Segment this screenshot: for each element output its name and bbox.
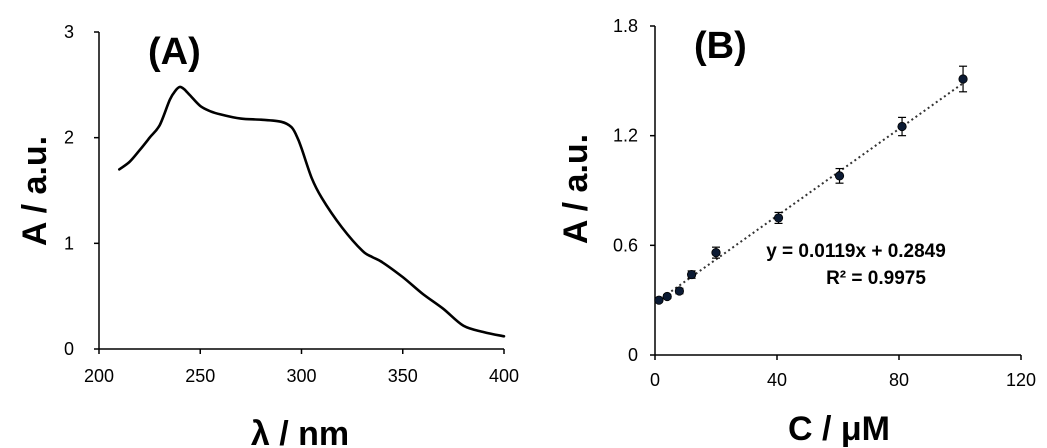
panel-b-trendline: [654, 82, 964, 304]
panel-b-equation: y = 0.0119x + 0.2849: [766, 241, 946, 262]
panel-b-data-point: [654, 295, 664, 305]
panel-a-spectrum-line: [118, 85, 506, 338]
panel-b-x-tick-label: 0: [650, 370, 660, 390]
panel-b-data-point: [674, 286, 685, 296]
panel-b-x-tick-label: 120: [1006, 370, 1036, 390]
panel-a-x-tick-label: 300: [286, 366, 316, 386]
panel-a-y-tick-label: 3: [64, 22, 74, 42]
panel-b-data-point: [834, 171, 845, 181]
panel-a-y-tick-label: 1: [64, 233, 74, 253]
panel-b-data-point: [958, 74, 968, 84]
panel-b-x-tick-label: 80: [889, 370, 909, 390]
panel-b-x-axis-title: C / μM: [788, 410, 890, 448]
panel-b-y-tick-label: 0.6: [613, 235, 638, 255]
panel-b-data-point: [711, 248, 721, 258]
panel-b: 0 40 80 120 00.61.21.8 (B) C / μM A / a.u. …: [557, 16, 1036, 448]
panel-b-data-point: [686, 269, 697, 280]
panel-a-y-axis-title: A / a.u.: [16, 136, 54, 246]
panel-b-label: (B): [694, 25, 747, 67]
panel-b-r-squared: R² = 0.9975: [826, 268, 926, 289]
panel-b-data-points: [654, 65, 968, 305]
panel-b-data-point: [662, 291, 672, 302]
panel-b-data-point: [773, 213, 784, 223]
panel-a-x-tick-label: 350: [388, 366, 418, 386]
panel-a-y-ticks: 0 1 2 3: [64, 22, 99, 359]
panel-a-x-tick-label: 250: [185, 366, 215, 386]
panel-b-y-tick-label: 1.8: [613, 16, 638, 36]
panel-a-y-tick-label: 2: [64, 128, 74, 148]
panel-b-x-ticks: 0 40 80 120: [650, 355, 1036, 390]
panel-b-y-tick-label: 1.2: [613, 126, 638, 146]
panel-b-y-axis-title: A / a.u.: [557, 134, 595, 244]
panel-a: 200 250 300 350 400 0 1 2 3 (A) λ / nm A / a.u.: [16, 22, 519, 448]
panel-b-data-point: [897, 121, 907, 132]
panel-a-x-tick-label: 400: [489, 366, 519, 386]
panel-a-x-ticks: 200 250 300 350 400: [84, 349, 519, 386]
panel-a-label: (A): [148, 31, 201, 73]
panel-a-x-tick-label: 200: [84, 366, 114, 386]
panel-b-y-tick-label: 0: [628, 345, 638, 365]
panel-b-y-ticks: 0 0.6 1.2 1.8: [613, 16, 655, 365]
panel-a-x-axis-title: λ / nm: [251, 415, 349, 448]
panel-b-x-tick-label: 40: [767, 370, 787, 390]
panel-a-y-tick-label: 0: [64, 339, 74, 359]
